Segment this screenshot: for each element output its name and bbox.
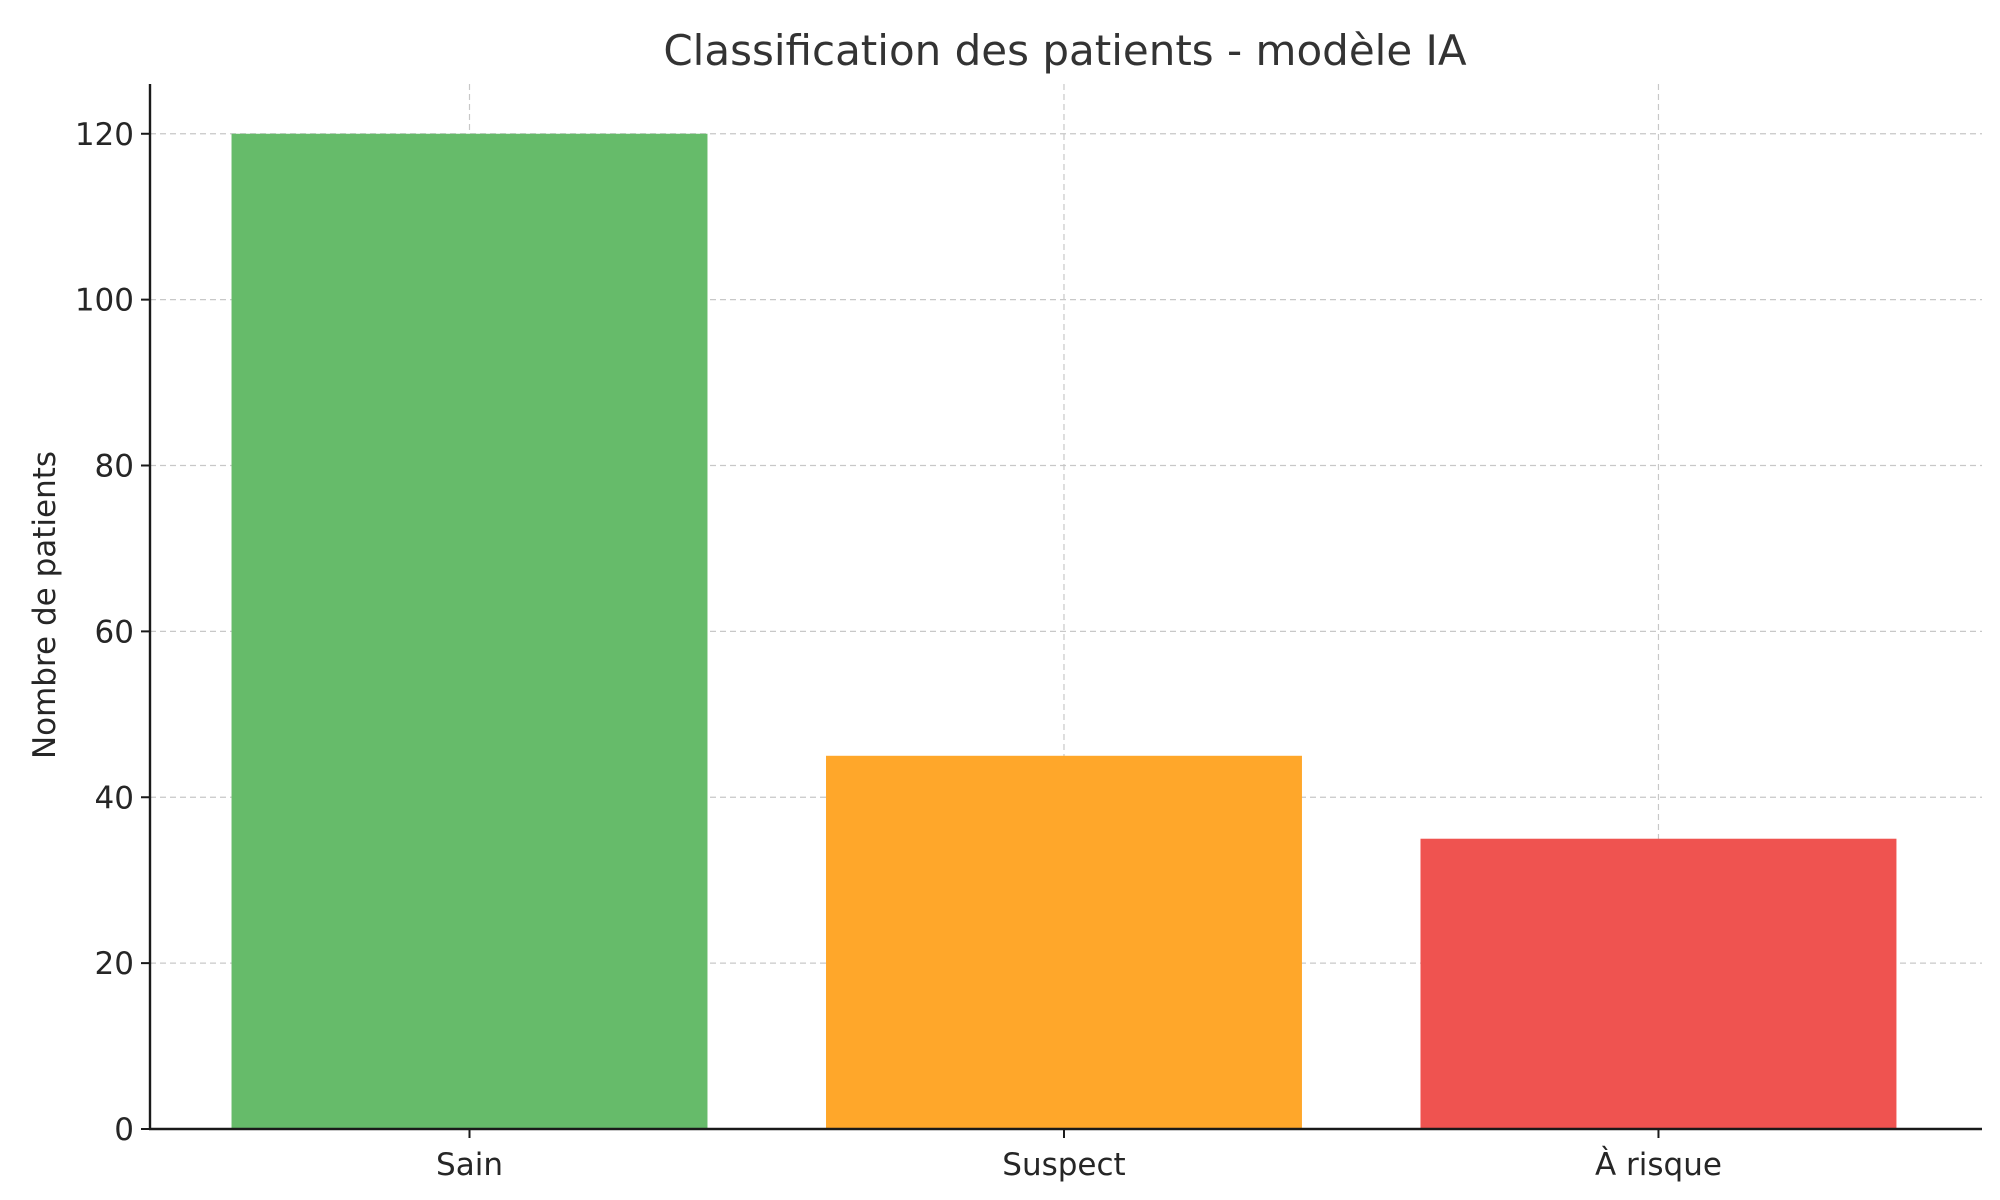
y-tick-label: 0	[114, 1112, 134, 1148]
x-axis-ticks: Sain Suspect À risque	[436, 1129, 1722, 1183]
y-axis-label: Nombre de patients	[27, 451, 63, 759]
y-tick-label: 100	[75, 283, 134, 319]
axes	[148, 84, 1982, 1131]
bar--risque	[1420, 838, 1897, 1129]
y-tick-label: 60	[95, 614, 134, 650]
bar-suspect	[826, 755, 1302, 1129]
y-tick-label: 120	[75, 117, 134, 153]
y-tick-label: 40	[95, 780, 134, 816]
bar-sain	[231, 133, 708, 1129]
bars	[231, 133, 1897, 1129]
x-tick-label: À risque	[1595, 1147, 1722, 1183]
y-tick-label: 80	[95, 449, 134, 485]
y-axis-ticks: 0 20 40 60 80 100 120	[75, 117, 150, 1148]
chart-title: Classification des patients - modèle IA	[663, 26, 1467, 75]
y-tick-label: 20	[95, 946, 134, 982]
x-tick-label: Sain	[436, 1147, 503, 1183]
x-tick-label: Suspect	[1002, 1147, 1125, 1183]
